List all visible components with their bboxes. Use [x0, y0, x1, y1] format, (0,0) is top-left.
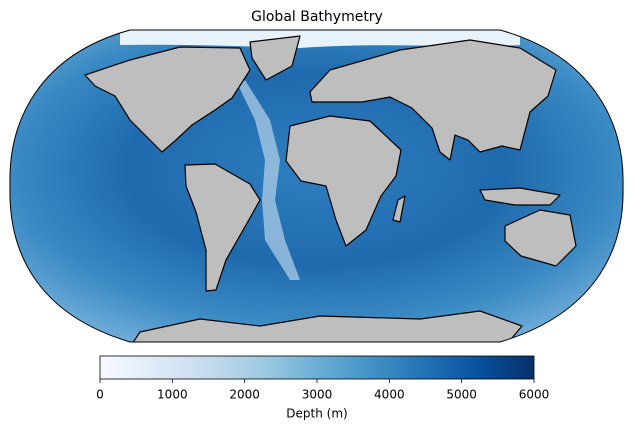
- tick-label: 0: [96, 388, 104, 402]
- antarctica: [127, 310, 523, 342]
- colorbar-label: Depth (m): [286, 407, 347, 421]
- arctic-shelf: [120, 30, 520, 48]
- africa: [285, 115, 402, 247]
- tick-label: 1000: [157, 388, 188, 402]
- madagascar: [392, 195, 406, 223]
- tick-label: 4000: [374, 388, 405, 402]
- colorbar: 0 1000 2000 3000 4000 5000 6000: [96, 355, 550, 402]
- indonesia: [479, 187, 561, 206]
- tick-label: 6000: [519, 388, 550, 402]
- australia: [504, 209, 577, 267]
- map-outline: [9, 29, 624, 343]
- north-america: [84, 46, 251, 153]
- ridge: [238, 80, 300, 280]
- tick-label: 2000: [229, 388, 260, 402]
- chart-title: Global Bathymetry: [251, 9, 383, 25]
- tick-label: 3000: [302, 388, 333, 402]
- colorbar-scale: [99, 355, 535, 380]
- south-america: [184, 163, 261, 292]
- map: [9, 30, 624, 342]
- greenland: [249, 35, 301, 81]
- eurasia: [309, 39, 557, 161]
- tick-label: 5000: [446, 388, 477, 402]
